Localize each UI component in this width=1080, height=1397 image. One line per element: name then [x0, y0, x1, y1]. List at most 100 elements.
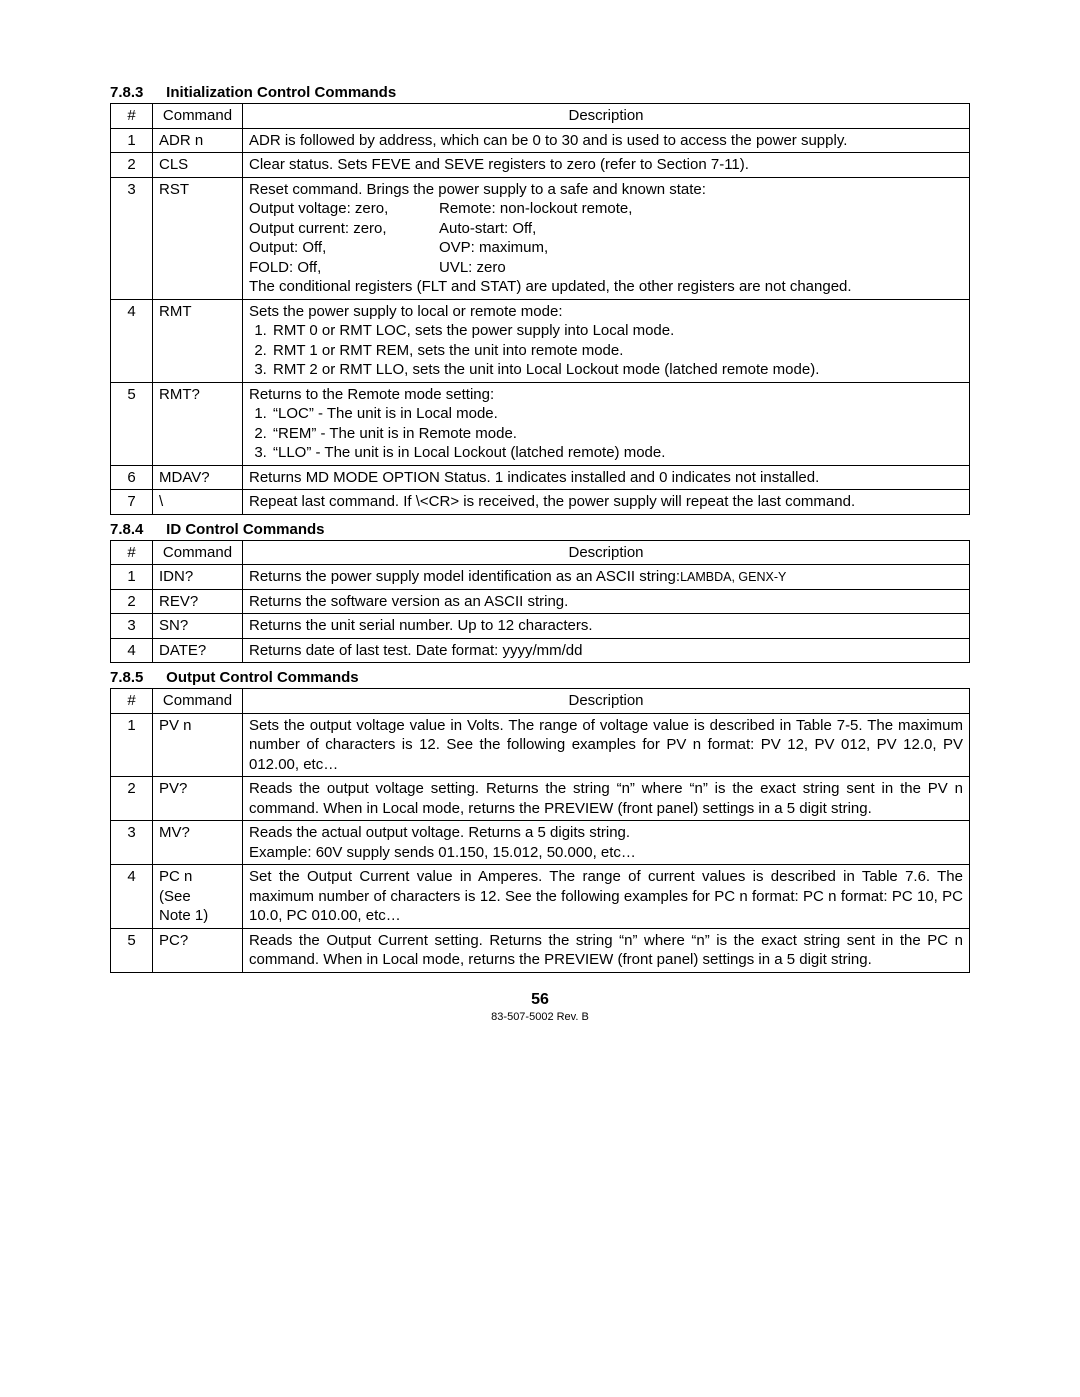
mv-l1: Reads the actual output voltage. Returns…	[249, 823, 963, 843]
section-title: Output Control Commands	[166, 669, 358, 686]
cell-cmd: \	[153, 490, 243, 515]
cell-num: 2	[111, 153, 153, 178]
cell-desc: Returns MD MODE OPTION Status. 1 indicat…	[243, 465, 970, 490]
col-cmd: Command	[153, 104, 243, 129]
table-row: 6 MDAV? Returns MD MODE OPTION Status. 1…	[111, 465, 970, 490]
cell-desc: Reads the output voltage setting. Return…	[243, 777, 970, 821]
cell-num: 5	[111, 928, 153, 972]
rmt-lead: Sets the power supply to local or remote…	[249, 302, 963, 322]
col-desc: Description	[243, 540, 970, 565]
doc-revision: 83-507-5002 Rev. B	[110, 1011, 970, 1023]
cell-cmd: PV?	[153, 777, 243, 821]
table-header-row: # Command Description	[111, 540, 970, 565]
cell-desc: Returns the power supply model identific…	[243, 565, 970, 590]
table-row: 4 DATE? Returns date of last test. Date …	[111, 638, 970, 663]
cell-cmd: RMT	[153, 299, 243, 382]
cell-cmd: PC?	[153, 928, 243, 972]
table-row: 2 REV? Returns the software version as a…	[111, 589, 970, 614]
cell-cmd: SN?	[153, 614, 243, 639]
cell-cmd: IDN?	[153, 565, 243, 590]
cell-num: 5	[111, 382, 153, 465]
cell-desc: Reads the Output Current setting. Return…	[243, 928, 970, 972]
idn-p2: LAMBDA, GENX-Y	[680, 570, 786, 584]
rmtq-lead: Returns to the Remote mode setting:	[249, 385, 963, 405]
cell-cmd: MDAV?	[153, 465, 243, 490]
table-row: 2 PV? Reads the output voltage setting. …	[111, 777, 970, 821]
cell-cmd: RST	[153, 177, 243, 299]
table-row: 3 MV? Reads the actual output voltage. R…	[111, 821, 970, 865]
cell-desc: ADR is followed by address, which can be…	[243, 128, 970, 153]
output-commands-table: # Command Description 1 PV n Sets the ou…	[110, 688, 970, 973]
list-item: “REM” - The unit is in Remote mode.	[271, 424, 963, 444]
table-header-row: # Command Description	[111, 104, 970, 129]
id-commands-table: # Command Description 1 IDN? Returns the…	[110, 540, 970, 664]
rst-r: Remote: non-lockout remote,	[439, 200, 632, 217]
section-heading: 7.8.3 Initialization Control Commands	[110, 84, 970, 101]
list-item: “LOC” - The unit is in Local mode.	[271, 404, 963, 424]
cell-num: 3	[111, 177, 153, 299]
cell-cmd: RMT?	[153, 382, 243, 465]
table-row: 5 RMT? Returns to the Remote mode settin…	[111, 382, 970, 465]
col-cmd: Command	[153, 540, 243, 565]
col-num: #	[111, 540, 153, 565]
cell-cmd: PC n (See Note 1)	[153, 865, 243, 929]
table-row: 3 SN? Returns the unit serial number. Up…	[111, 614, 970, 639]
cell-desc: Repeat last command. If \<CR> is receive…	[243, 490, 970, 515]
table-row: 1 IDN? Returns the power supply model id…	[111, 565, 970, 590]
section-number: 7.8.5	[110, 669, 162, 686]
cell-desc: Returns the unit serial number. Up to 12…	[243, 614, 970, 639]
cell-desc: Clear status. Sets FEVE and SEVE registe…	[243, 153, 970, 178]
table-row: 1 PV n Sets the output voltage value in …	[111, 713, 970, 777]
cell-num: 6	[111, 465, 153, 490]
cell-desc: Returns the software version as an ASCII…	[243, 589, 970, 614]
rst-r: UVL: zero	[439, 259, 506, 276]
pc-cmd-l1: PC n	[159, 867, 236, 887]
col-cmd: Command	[153, 689, 243, 714]
cell-num: 1	[111, 128, 153, 153]
cell-num: 1	[111, 565, 153, 590]
table-header-row: # Command Description	[111, 689, 970, 714]
rst-lead: Reset command. Brings the power supply t…	[249, 180, 963, 200]
cell-desc: Reset command. Brings the power supply t…	[243, 177, 970, 299]
table-row: 1 ADR n ADR is followed by address, whic…	[111, 128, 970, 153]
pc-cmd-l3: Note 1)	[159, 906, 236, 926]
cell-desc: Returns date of last test. Date format: …	[243, 638, 970, 663]
table-row: 2 CLS Clear status. Sets FEVE and SEVE r…	[111, 153, 970, 178]
rst-l: Output current: zero,	[249, 219, 439, 239]
mv-l2: Example: 60V supply sends 01.150, 15.012…	[249, 843, 963, 863]
cell-desc: Sets the output voltage value in Volts. …	[243, 713, 970, 777]
cell-num: 4	[111, 299, 153, 382]
cell-num: 3	[111, 614, 153, 639]
col-num: #	[111, 104, 153, 129]
cell-desc: Returns to the Remote mode setting: “LOC…	[243, 382, 970, 465]
section-title: Initialization Control Commands	[166, 84, 396, 101]
cell-desc: Sets the power supply to local or remote…	[243, 299, 970, 382]
section-heading: 7.8.4 ID Control Commands	[110, 521, 970, 538]
idn-p1: Returns the power supply model identific…	[249, 568, 680, 585]
pc-cmd-l2: (See	[159, 887, 236, 907]
cell-cmd: DATE?	[153, 638, 243, 663]
rst-r: Auto-start: Off,	[439, 220, 536, 237]
table-row: 5 PC? Reads the Output Current setting. …	[111, 928, 970, 972]
section-number: 7.8.3	[110, 84, 162, 101]
list-item: RMT 1 or RMT REM, sets the unit into rem…	[271, 341, 963, 361]
cell-desc: Set the Output Current value in Amperes.…	[243, 865, 970, 929]
section-number: 7.8.4	[110, 521, 162, 538]
cell-num: 4	[111, 638, 153, 663]
page-number: 56	[110, 991, 970, 1009]
cell-num: 7	[111, 490, 153, 515]
rst-tail: The conditional registers (FLT and STAT)…	[249, 277, 963, 297]
table-row: 3 RST Reset command. Brings the power su…	[111, 177, 970, 299]
cell-cmd: REV?	[153, 589, 243, 614]
cell-num: 4	[111, 865, 153, 929]
rst-l: Output voltage: zero,	[249, 199, 439, 219]
cell-cmd: PV n	[153, 713, 243, 777]
list-item: RMT 2 or RMT LLO, sets the unit into Loc…	[271, 360, 963, 380]
rst-l: Output: Off,	[249, 238, 439, 258]
section-title: ID Control Commands	[166, 521, 324, 538]
cell-num: 1	[111, 713, 153, 777]
rst-r: OVP: maximum,	[439, 239, 548, 256]
rst-l: FOLD: Off,	[249, 258, 439, 278]
cell-num: 2	[111, 777, 153, 821]
col-num: #	[111, 689, 153, 714]
